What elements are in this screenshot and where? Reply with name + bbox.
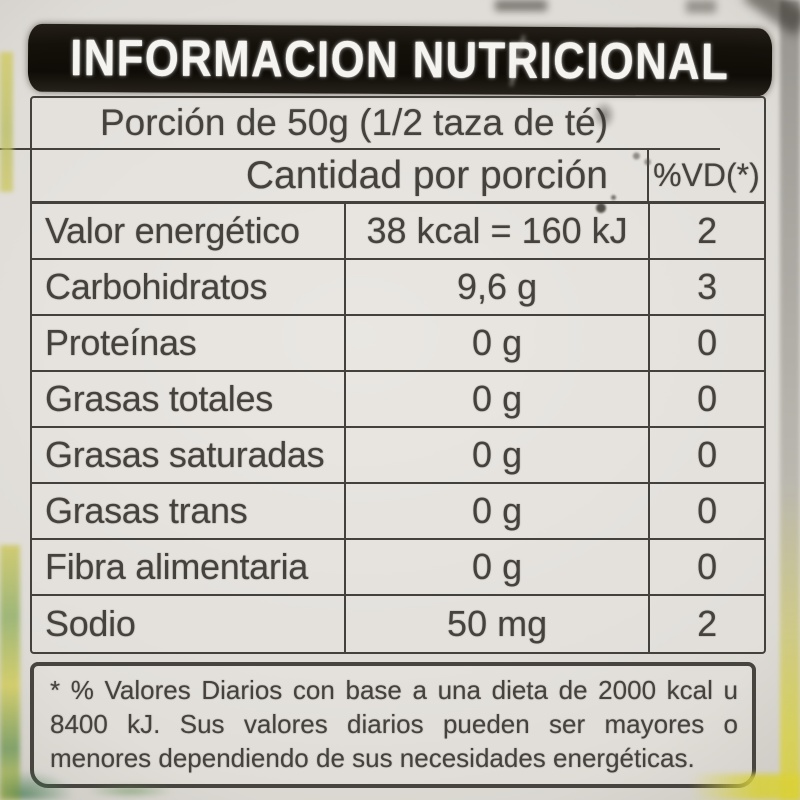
label-title: INFORMACION NUTRICIONAL <box>70 28 730 91</box>
nutrient-name: Carbohidratos <box>45 266 268 307</box>
nutrient-amount: 0 g <box>343 316 649 370</box>
table-row: Sodio 50 mg 2 <box>32 596 764 652</box>
nutrient-name: Grasas saturadas <box>45 434 325 475</box>
photo-smudge-top <box>686 0 716 13</box>
portion-size-line: Porción de 50g (1/2 taza de té) <box>0 98 720 150</box>
label-title-banner: INFORMACION NUTRICIONAL <box>27 23 773 97</box>
table-row: Proteínas 0 g 0 <box>32 316 764 372</box>
table-row: Carbohidratos 9,6 g 3 <box>32 260 764 316</box>
table-row: Grasas trans 0 g 0 <box>32 484 764 540</box>
nutrition-table: Porción de 50g (1/2 taza de té) Cantidad… <box>0 96 766 654</box>
table-row: Grasas saturadas 0 g 0 <box>32 428 764 484</box>
nutrient-dv-percent: 3 <box>648 260 764 314</box>
nutrient-dv-percent: 2 <box>648 204 764 258</box>
nutrient-amount: 0 g <box>343 484 649 538</box>
nutrient-dv-percent: 2 <box>648 596 764 652</box>
nutrient-dv-percent: 0 <box>648 484 764 538</box>
nutrient-amount: 0 g <box>343 540 649 594</box>
nutrient-amount: 9,6 g <box>343 260 649 314</box>
amount-per-portion-header: Cantidad por porción <box>245 153 608 197</box>
nutrient-dv-percent: 0 <box>648 372 764 426</box>
table-row: Valor energético 38 kcal = 160 kJ 2 <box>32 204 764 260</box>
nutrient-name: Fibra alimentaria <box>45 546 309 587</box>
nutrient-dv-percent: 0 <box>648 428 764 482</box>
label-edge-shadow-right <box>780 0 800 800</box>
table-header-row: Cantidad por porción %VD(*) <box>32 150 764 204</box>
nutrient-dv-percent: 0 <box>648 540 764 594</box>
daily-value-header: %VD(*) <box>646 150 764 201</box>
nutrient-name: Valor energético <box>45 210 300 251</box>
photo-smudge-top <box>495 0 547 11</box>
nutrient-amount: 38 kcal = 160 kJ <box>343 204 649 258</box>
nutrient-amount: 0 g <box>343 428 649 482</box>
nutrient-name: Grasas trans <box>45 490 248 531</box>
label-edge-color-patch-left-bottom <box>0 545 20 800</box>
nutrient-name: Sodio <box>45 603 136 644</box>
daily-values-footnote: * % Valores Diarios con base a una dieta… <box>30 662 756 788</box>
table-row: Fibra alimentaria 0 g 0 <box>32 540 764 596</box>
nutrient-amount: 0 g <box>343 372 649 426</box>
nutrient-dv-percent: 0 <box>648 316 764 370</box>
table-row: Grasas totales 0 g 0 <box>32 372 764 428</box>
nutrient-amount: 50 mg <box>343 596 649 652</box>
nutrient-name: Grasas totales <box>45 378 273 419</box>
nutrient-name: Proteínas <box>45 322 197 363</box>
